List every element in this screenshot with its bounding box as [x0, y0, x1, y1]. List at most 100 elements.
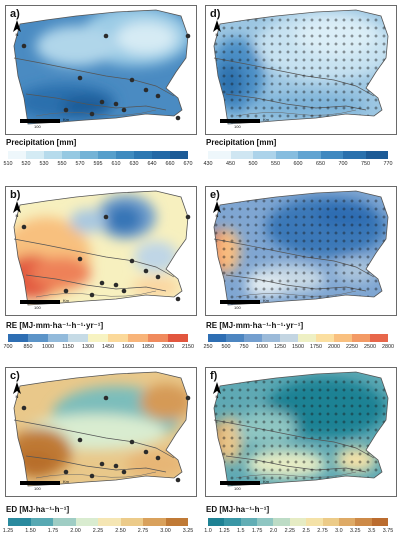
legend-tick-label: 700 — [3, 344, 13, 350]
legend-swatch — [262, 334, 280, 342]
legend-tick-label: 3.00 — [160, 528, 171, 534]
station-marker — [99, 461, 105, 467]
legend-swatch — [370, 334, 388, 342]
station-marker — [99, 280, 105, 286]
station-marker — [89, 292, 95, 298]
station-marker — [77, 437, 83, 443]
panel-label-d: d) — [209, 8, 222, 20]
legend-ticks-f: 1.0 1.25 1.5 1.75 2.0 2.25 2.5 2.75 3.0 3.25 3.5 3.… — [204, 528, 393, 536]
legend-tick-label: 770 — [383, 161, 393, 167]
legend-tick-label: 2500 — [364, 344, 376, 350]
legend-swatch — [224, 518, 241, 526]
station-marker — [143, 449, 149, 455]
station-marker — [21, 43, 27, 49]
legend-tick-label: 2.50 — [115, 528, 126, 534]
panel-label-b: b) — [9, 189, 22, 201]
legend-swatch — [26, 151, 44, 159]
legend-tick-label: 500 — [248, 161, 258, 167]
panel-label-e: e) — [209, 189, 221, 201]
legend-swatch — [168, 334, 188, 342]
legend-tick-label: 2250 — [346, 344, 358, 350]
north-arrow-icon: N — [212, 20, 222, 36]
legend-tick-label: 520 — [21, 161, 31, 167]
legend-tick-label: 1.75 — [251, 528, 263, 534]
legend-tick-label: 2000 — [328, 344, 340, 350]
legend-swatch — [128, 334, 148, 342]
legend-swatch — [275, 151, 298, 159]
legend-tick-label: 3.75 — [382, 528, 394, 534]
legend-tick-label: 650 — [316, 161, 325, 167]
legend-swatch — [306, 518, 323, 526]
legend-swatch — [68, 334, 88, 342]
legend-swatch — [280, 334, 298, 342]
legend-swatch — [298, 334, 316, 342]
svg-text:N: N — [16, 394, 19, 398]
station-marker — [89, 473, 95, 479]
map-panel-a: a) N Km 100 — [5, 5, 197, 135]
map-panel-b: b) N Km 100 — [5, 186, 197, 316]
legend-swatch — [253, 151, 276, 159]
precipitation-map-stations — [13, 9, 191, 125]
legend-swatch — [322, 518, 339, 526]
legend-tick-label: 750 — [361, 161, 370, 167]
station-marker — [185, 395, 191, 401]
legend-tick-label: 640 — [147, 161, 157, 167]
re-map-grid — [213, 190, 389, 306]
legend-tick-label: 3.25 — [182, 528, 194, 534]
legend-swatch — [108, 334, 128, 342]
legend-swatch — [338, 518, 356, 526]
north-arrow-icon: N — [212, 382, 222, 398]
legend-tick-label: 1000 — [256, 344, 268, 350]
station-marker — [155, 455, 161, 461]
map-panel-f: f) N Km 100 — [205, 367, 397, 497]
svg-text:N: N — [216, 213, 219, 217]
station-marker — [175, 477, 181, 483]
north-arrow-icon: N — [12, 201, 22, 217]
legend-tick-label: 550 — [57, 161, 67, 167]
legend-tick-label: 1500 — [292, 344, 304, 350]
legend-tick-label: 1.25 — [219, 528, 230, 534]
station-marker — [113, 101, 119, 107]
legend-title-e: RE [MJ·mm·ha⁻¹·h⁻¹·yr⁻¹] — [206, 321, 304, 330]
legend-swatch — [8, 334, 28, 342]
station-marker — [21, 405, 27, 411]
legend-tick-label: 700 — [338, 161, 348, 167]
station-marker — [113, 463, 119, 469]
legend-swatch — [320, 151, 343, 159]
legend-swatch — [28, 334, 48, 342]
legend-swatch — [148, 334, 168, 342]
svg-text:N: N — [216, 32, 219, 36]
legend-tick-label: 510 — [3, 161, 13, 167]
legend-swatch — [98, 151, 116, 159]
legend-swatch — [316, 334, 334, 342]
re-map-stations — [13, 190, 191, 306]
station-marker — [89, 111, 95, 117]
legend-tick-label: 2.25 — [284, 528, 296, 534]
north-arrow-icon: N — [212, 201, 222, 217]
station-marker — [129, 439, 135, 445]
station-marker — [121, 469, 127, 475]
legend-tick-label: 660 — [165, 161, 175, 167]
station-marker — [103, 395, 109, 401]
legend-swatch — [208, 151, 231, 159]
legend-colorbar-e — [208, 334, 388, 342]
legend-swatch — [75, 518, 98, 526]
station-marker — [143, 268, 149, 274]
station-marker — [129, 258, 135, 264]
legend-tick-label: 850 — [23, 344, 33, 350]
legend-tick-label: 750 — [239, 344, 249, 350]
legend-swatch — [298, 151, 321, 159]
station-marker — [175, 115, 181, 121]
legend-swatch — [355, 518, 372, 526]
legend-tick-label: 2.00 — [70, 528, 81, 534]
legend-swatch — [98, 518, 121, 526]
precipitation-map-grid — [213, 9, 389, 125]
legend-tick-label: 1.75 — [47, 528, 59, 534]
legend-colorbar-f — [208, 518, 388, 526]
legend-swatch — [170, 151, 188, 159]
legend-tick-label: 600 — [293, 161, 303, 167]
station-marker — [121, 107, 127, 113]
legend-tick-label: 1600 — [122, 344, 134, 350]
legend-swatch — [244, 334, 262, 342]
station-marker — [63, 288, 69, 294]
